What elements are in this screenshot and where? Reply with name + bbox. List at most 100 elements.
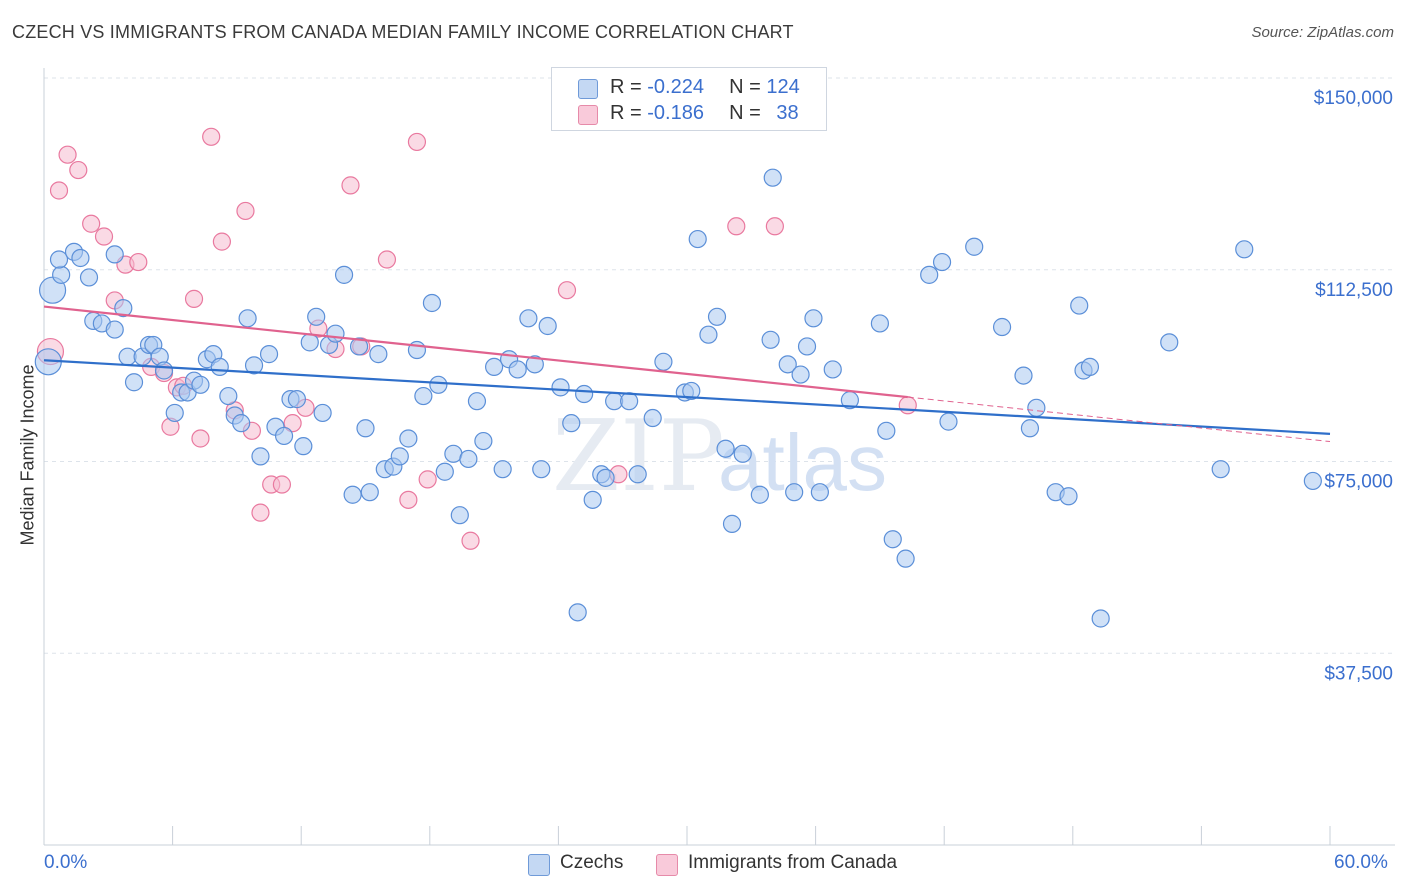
czechs-point-39 (300, 333, 319, 352)
czechs-point-121 (1160, 333, 1179, 352)
czechs-point-110 (965, 237, 984, 256)
y-tick-labels: $37,500 $75,000 $112,500 $150,000 (1314, 88, 1393, 684)
immigrants-point-4 (82, 214, 101, 233)
chart-source: Source: ZipAtlas.com (1251, 24, 1394, 41)
czechs-point-123 (1235, 240, 1254, 259)
czechs-point-13 (124, 373, 144, 392)
czechs-point-52 (390, 447, 409, 466)
y-tick-label-1: $75,000 (1324, 472, 1393, 493)
y-tick-label-2: $112,500 (1315, 280, 1393, 301)
czechs-point-83 (654, 352, 673, 371)
immigrants-point-1 (49, 181, 69, 200)
legend-r-label: R = (610, 76, 642, 98)
czechs-point-37 (287, 390, 307, 409)
immigrants-point-32 (407, 132, 427, 152)
czechs-point-64 (485, 357, 504, 377)
czechs-point-88 (707, 307, 727, 326)
legend-swatch-czechs (578, 79, 598, 99)
bottom-legend-swatch-czechs (528, 854, 550, 876)
czechs-point-23 (191, 375, 210, 394)
czechs-point-80 (620, 392, 639, 411)
y-tick-label-3: $150,000 (1314, 88, 1393, 109)
czechs-point-61 (459, 449, 478, 469)
czechs-point-44 (334, 265, 354, 284)
czechs-point-38 (294, 437, 313, 456)
czechs-point-87 (699, 325, 718, 344)
immigrants-point-31 (399, 490, 418, 509)
czechs-point-41 (313, 403, 332, 423)
bottom-legend-swatch-immigrants (656, 854, 678, 876)
axis-layer (43, 68, 1395, 846)
immigrants-point-17 (212, 232, 231, 251)
watermark: ZIP atlas (552, 400, 887, 514)
czechs-point-71 (538, 316, 557, 336)
bottom-legend-label-immigrants: Immigrants from Canada (688, 852, 898, 873)
czechs-point-72 (551, 378, 570, 397)
legend-n-value-czechs: 124 (766, 76, 800, 98)
czechs-point-117 (1070, 296, 1089, 315)
czechs-point-119 (1080, 357, 1100, 377)
czechs-point-109 (939, 412, 958, 431)
czechs-point-100 (810, 483, 829, 502)
czechs-point-49 (369, 345, 388, 364)
immigrants-point-23 (272, 475, 292, 494)
czechs-point-65 (493, 460, 512, 479)
czechs-point-93 (761, 330, 780, 349)
czechs-point-103 (870, 314, 890, 333)
czechs-point-2 (52, 265, 71, 284)
immigrants-point-30 (377, 250, 397, 269)
immigrants-point-38 (765, 217, 784, 236)
czechs-point-53 (399, 429, 418, 448)
czechs-point-98 (797, 337, 817, 356)
czechs-point-116 (1059, 487, 1078, 506)
czechs-point-101 (823, 360, 842, 379)
czechs-point-86 (688, 229, 707, 249)
legend-r-value-czechs: -0.224 (647, 76, 704, 98)
immigrants-point-34 (461, 531, 480, 550)
czechs-trend-line (43, 359, 1331, 435)
czechs-point-11 (114, 299, 133, 318)
czechs-point-89 (716, 439, 735, 458)
czechs-point-82 (643, 408, 662, 428)
czechs-point-94 (763, 168, 782, 187)
czechs-point-70 (532, 460, 551, 479)
czechs-point-19 (165, 403, 184, 423)
y-tick-label-0: $37,500 (1324, 663, 1393, 684)
immigrants-point-39 (898, 396, 917, 415)
czechs-point-32 (251, 447, 270, 466)
czechs-points (34, 168, 1322, 628)
czechs-point-10 (105, 320, 124, 339)
czechs-point-35 (274, 426, 294, 446)
czechs-point-40 (307, 307, 326, 326)
czechs-point-55 (414, 386, 433, 406)
czechs-point-46 (349, 337, 369, 356)
x-tick-label-min: 0.0% (44, 852, 88, 873)
czechs-point-58 (435, 462, 454, 481)
czechs-point-73 (562, 414, 581, 433)
czechs-point-106 (896, 549, 915, 568)
czechs-point-120 (1091, 609, 1110, 628)
czechs-point-69 (525, 355, 544, 374)
czechs-point-6 (79, 268, 99, 287)
immigrants-point-21 (251, 503, 270, 522)
immigrants-point-2 (58, 145, 77, 164)
czechs-point-27 (219, 386, 238, 406)
czechs-point-99 (804, 309, 823, 328)
czechs-point-90 (722, 514, 742, 533)
czechs-point-67 (508, 360, 527, 379)
czechs-point-43 (326, 324, 345, 343)
czechs-point-111 (992, 317, 1012, 337)
czechs-point-63 (474, 431, 493, 451)
immigrants-point-35 (557, 281, 577, 300)
czechs-point-104 (877, 421, 896, 440)
czechs-point-47 (356, 419, 375, 438)
czechs-point-29 (232, 414, 251, 433)
czechs-point-68 (519, 309, 538, 328)
chart-title: CZECH VS IMMIGRANTS FROM CANADA MEDIAN F… (12, 22, 794, 42)
legend: R = -0.224 N = 124 R = -0.186 N = 38 (551, 67, 827, 131)
czechs-point-18 (154, 361, 174, 380)
czechs-point-112 (1014, 366, 1033, 385)
legend-n-value-immigrants: 38 (776, 102, 799, 124)
czechs-point-9 (105, 245, 124, 264)
czechs-point-5 (71, 248, 90, 268)
